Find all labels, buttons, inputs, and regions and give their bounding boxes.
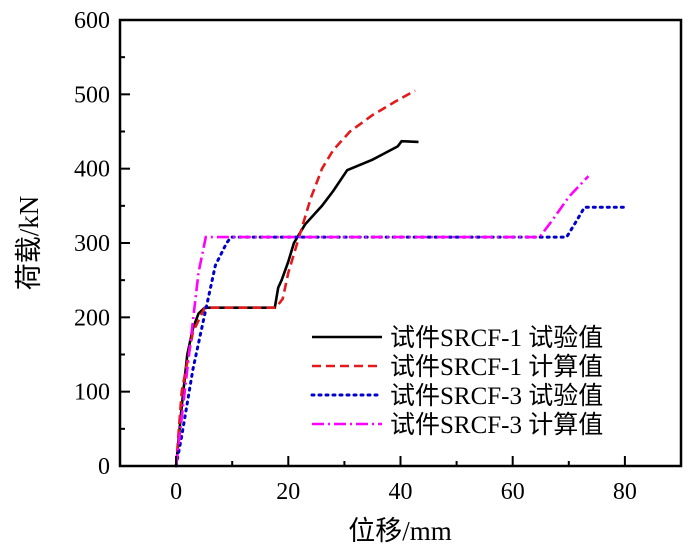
- y-tick-label: 600: [74, 8, 110, 34]
- y-axis-label: 荷载/kN: [14, 196, 44, 291]
- x-tick-label: 0: [170, 479, 182, 505]
- x-tick-label: 40: [389, 479, 413, 505]
- y-tick-label: 0: [98, 454, 110, 480]
- x-axis: 0 20 40 60 80: [119, 456, 682, 505]
- x-tick-label: 60: [501, 479, 525, 505]
- series-line-3: [174, 205, 627, 468]
- plot-marks: [174, 89, 627, 468]
- x-axis-label: 位移/mm: [348, 516, 452, 546]
- series-line-1: [174, 139, 419, 467]
- x-tick-label: 20: [276, 479, 300, 505]
- legend-label-4: 试件SRCF-3 计算值: [390, 411, 603, 439]
- y-tick-label: 400: [74, 157, 110, 183]
- y-axis: 0 100 200 300 400 500 600: [74, 8, 130, 480]
- y-tick-label: 100: [74, 380, 110, 406]
- x-tick-label: 80: [613, 479, 637, 505]
- legend-label-1: 试件SRCF-1 试验值: [390, 324, 603, 352]
- series-line-2: [174, 89, 416, 467]
- y-tick-label: 500: [74, 82, 110, 108]
- y-tick-label: 300: [74, 231, 110, 257]
- legend-label-2: 试件SRCF-1 计算值: [390, 353, 603, 381]
- legend-label-3: 试件SRCF-3 试验值: [390, 382, 603, 410]
- series-line-4: [174, 175, 590, 467]
- y-tick-label: 200: [74, 305, 110, 331]
